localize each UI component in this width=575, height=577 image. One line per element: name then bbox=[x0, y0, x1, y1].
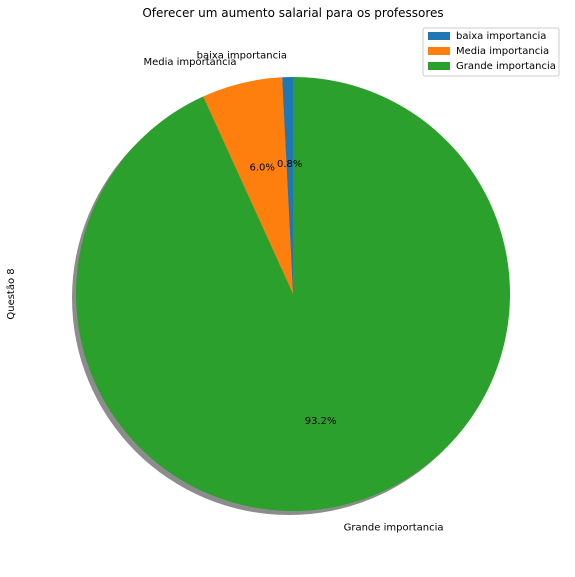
slice-label-baixa-importancia: baixa importancia bbox=[197, 50, 287, 61]
pie-slice-grande-importancia bbox=[76, 77, 511, 512]
legend-label-grande-importancia: Grande importancia bbox=[456, 61, 556, 72]
legend-swatch-baixa-importancia bbox=[428, 32, 450, 40]
percent-label-media-importancia: 6.0% bbox=[250, 162, 275, 173]
pie-slice-media-importancia bbox=[203, 77, 293, 294]
slice-label-media-importancia: Media importancia bbox=[143, 57, 236, 68]
pie-slice-baixa-importancia bbox=[282, 77, 293, 294]
pie-labels: baixa importancia 0.8% Media importancia 6.… bbox=[143, 50, 443, 533]
percent-label-grande-importancia: 93.2% bbox=[305, 416, 337, 427]
legend-frame bbox=[422, 27, 560, 77]
slice-label-grande-importancia: Grande importancia bbox=[344, 522, 444, 533]
pie-slices bbox=[76, 77, 511, 512]
percent-label-baixa-importancia: 0.8% bbox=[277, 159, 302, 170]
legend-swatch-media-importancia bbox=[428, 47, 450, 55]
legend-swatch-grande-importancia bbox=[428, 62, 450, 70]
chart-title: Oferecer um aumento salarial para os pro… bbox=[142, 6, 443, 20]
legend: baixa importancia Media importancia Grande… bbox=[422, 27, 560, 77]
legend-label-baixa-importancia: baixa importancia bbox=[456, 31, 546, 42]
y-axis-label: Questão 8 bbox=[6, 268, 17, 319]
legend-label-media-importancia: Media importancia bbox=[456, 46, 549, 57]
